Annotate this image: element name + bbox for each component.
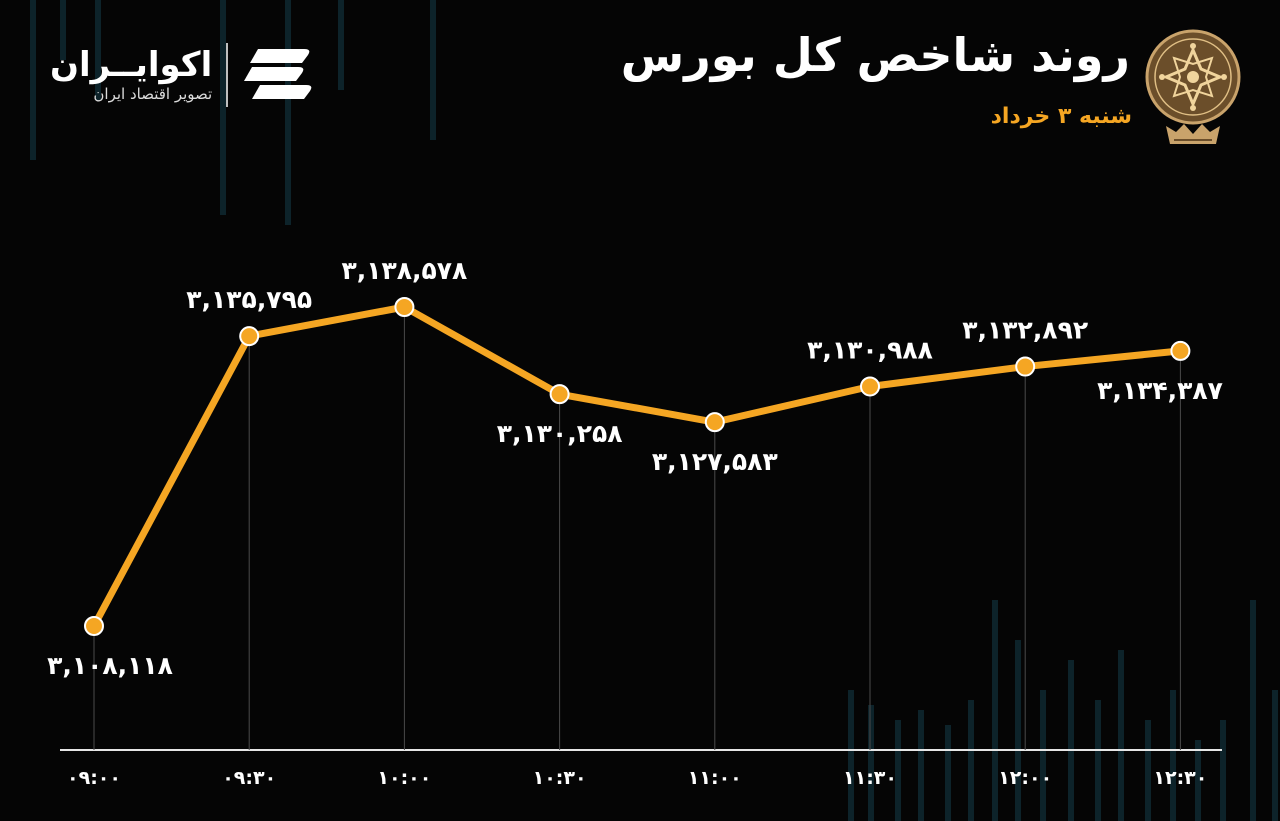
background-candle-bar bbox=[1118, 650, 1124, 821]
data-label: ۳,۱۳۲,۸۹۲ bbox=[962, 316, 1088, 345]
data-point bbox=[860, 376, 880, 397]
background-candle-bar bbox=[1195, 740, 1201, 821]
chart-title: روند شاخص کل بورس bbox=[620, 28, 1130, 82]
background-candle-bar bbox=[968, 700, 974, 821]
x-tick-label: ۱۰:۳۰ bbox=[533, 767, 587, 789]
background-candle-bar bbox=[1220, 720, 1226, 821]
data-point bbox=[239, 326, 260, 347]
data-label: ۳,۱۰۸,۱۱۸ bbox=[47, 651, 173, 680]
x-tick-label: ۰۹:۳۰ bbox=[222, 767, 276, 789]
brand-text: اکوایــران تصویر اقتصاد ایران bbox=[50, 46, 212, 104]
data-point bbox=[84, 616, 104, 636]
background-candle-bar bbox=[30, 0, 36, 160]
background-candle-bar bbox=[992, 600, 998, 821]
background-candle-bar bbox=[1170, 690, 1176, 821]
data-point bbox=[1170, 340, 1191, 361]
x-tick-label: ۱۲:۳۰ bbox=[1153, 767, 1207, 789]
background-candle-bar bbox=[95, 0, 101, 100]
background-candle-bar bbox=[338, 0, 344, 90]
background-candle-bar bbox=[1068, 660, 1074, 821]
ekoiran-stripes-logo-icon bbox=[244, 49, 312, 99]
data-label: ۳,۱۳۸,۵۷۸ bbox=[341, 256, 467, 285]
background-candle-bar bbox=[220, 0, 226, 215]
logo-divider bbox=[226, 43, 229, 107]
background-candle-bar bbox=[1145, 720, 1151, 821]
data-label: ۳,۱۲۷,۵۸۳ bbox=[652, 447, 778, 476]
background-candle-bar bbox=[868, 705, 874, 821]
brand-logo: اکوایــران تصویر اقتصاد ایران bbox=[50, 40, 316, 110]
background-candle-bar bbox=[918, 710, 924, 821]
x-tick-label: ۱۱:۰۰ bbox=[688, 767, 742, 789]
background-candle-bar bbox=[945, 725, 951, 821]
x-tick-label: ۰۹:۰۰ bbox=[67, 767, 121, 789]
brand-tagline: تصویر اقتصاد ایران bbox=[93, 85, 213, 103]
data-label: ۳,۱۳۴,۳۸۷ bbox=[1097, 376, 1223, 405]
data-point bbox=[394, 297, 415, 317]
background-candle-bar bbox=[848, 690, 854, 821]
background-candle-bar bbox=[60, 0, 66, 60]
background-candle-bar bbox=[285, 0, 291, 225]
background-candle-bar bbox=[1250, 600, 1256, 821]
x-tick-label: ۱۰:۰۰ bbox=[377, 767, 431, 789]
tehran-stock-exchange-seal-icon bbox=[1145, 29, 1241, 144]
data-label: ۳,۱۳۵,۷۹۵ bbox=[186, 285, 312, 314]
data-label: ۳,۱۳۰,۲۵۸ bbox=[497, 419, 623, 448]
data-label: ۳,۱۳۰,۹۸۸ bbox=[807, 335, 933, 364]
background-candle-bar bbox=[1040, 690, 1046, 821]
data-point bbox=[549, 384, 570, 405]
data-point bbox=[704, 412, 725, 433]
x-tick-label: ۱۲:۰۰ bbox=[998, 767, 1052, 789]
background-candle-bar bbox=[430, 0, 436, 140]
x-tick-label: ۱۱:۳۰ bbox=[843, 767, 897, 789]
series-line bbox=[90, 303, 1184, 630]
brand-name: اکوایــران bbox=[50, 45, 213, 85]
background-candle-bar bbox=[1095, 700, 1101, 821]
background-candle-bar bbox=[1015, 640, 1021, 821]
chart-subtitle-date: شنبه ۳ خرداد bbox=[990, 104, 1132, 129]
data-point bbox=[1015, 356, 1036, 377]
background-candle-bar bbox=[895, 720, 901, 821]
background-candle-bar bbox=[1272, 690, 1278, 821]
